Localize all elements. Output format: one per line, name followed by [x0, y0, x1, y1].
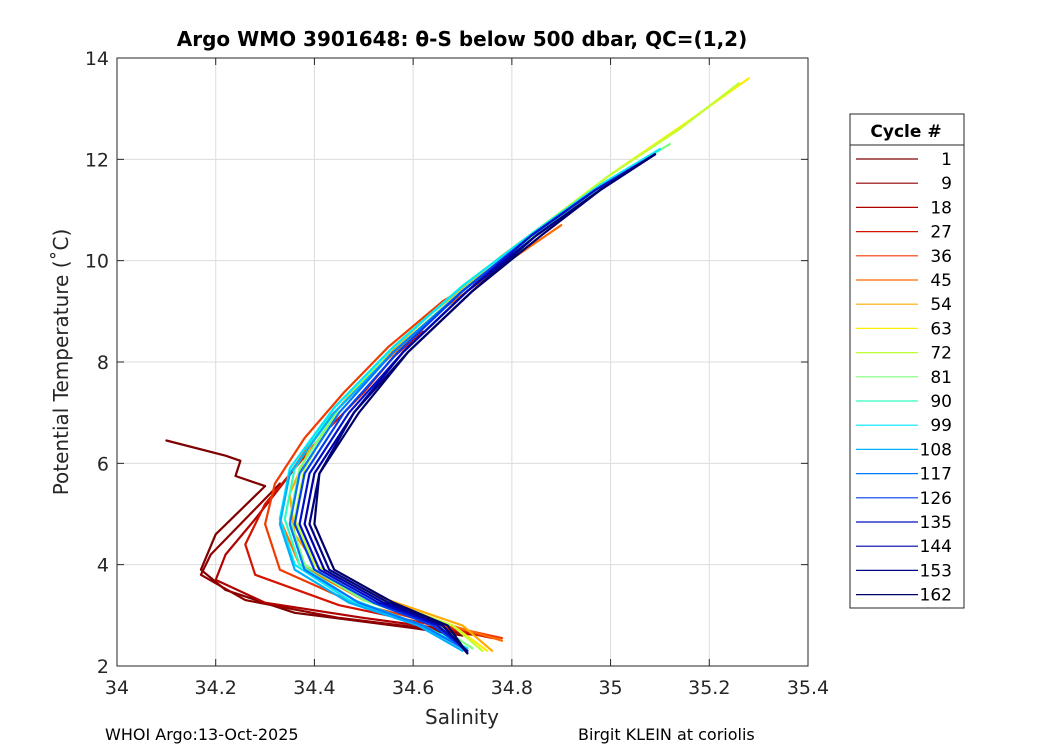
axis-ticks [116, 57, 809, 667]
legend-label: 117 [920, 465, 952, 485]
plot-area: 34 34.2 34.4 34.6 34.8 35 35.2 35.4 2 4 6 8 10 12 14 [85, 48, 829, 699]
footer-left: WHOI Argo:13-Oct-2025 [105, 725, 299, 744]
legend-label: 54 [930, 295, 952, 315]
x-tick-label: 35.2 [688, 677, 730, 699]
legend-label: 108 [920, 440, 952, 460]
series-line-cycle-135 [298, 153, 657, 652]
x-axis-label: Salinity [425, 705, 499, 729]
series-group [165, 77, 750, 655]
x-tick-label: 34.2 [195, 677, 237, 699]
y-tick-label: 10 [85, 251, 109, 273]
y-tick-label: 12 [85, 149, 109, 171]
legend-label: 153 [920, 561, 952, 581]
legend-label: 63 [930, 319, 952, 339]
y-tick-label: 14 [85, 48, 109, 70]
series-line-cycle-162 [313, 153, 657, 655]
footer-right: Birgit KLEIN at coriolis [578, 725, 755, 744]
legend-label: 90 [930, 392, 952, 412]
series-line-cycle-153 [308, 153, 657, 655]
legend-label: 9 [941, 174, 952, 194]
legend-label: 27 [930, 223, 952, 243]
y-tick-labels: 2 4 6 8 10 12 14 [85, 48, 109, 678]
legend-label: 162 [920, 586, 952, 606]
x-tick-labels: 34 34.2 34.4 34.6 34.8 35 35.2 35.4 [105, 677, 829, 699]
x-tick-label: 34.6 [392, 677, 434, 699]
legend-label: 18 [930, 198, 952, 218]
legend-box [849, 113, 965, 609]
x-tick-label: 35 [598, 677, 622, 699]
legend-label: 144 [920, 537, 952, 557]
legend-label: 72 [930, 344, 952, 364]
y-axis-label: Potential Temperature (˚C) [49, 229, 73, 496]
legend-items: 1 9 18 27 36 45 54 63 72 81 90 99 108 117 126 135 144 153… [856, 150, 952, 606]
legend-label: 135 [920, 513, 952, 533]
y-tick-label: 8 [97, 352, 109, 374]
legend-title: Cycle # [870, 122, 941, 142]
x-tick-label: 34 [105, 677, 129, 699]
legend-label: 99 [930, 416, 952, 436]
y-tick-label: 4 [97, 555, 109, 577]
chart-title: Argo WMO 3901648: θ-S below 500 dbar, QC… [177, 27, 747, 51]
x-tick-label: 35.4 [787, 677, 829, 699]
legend-label: 36 [930, 247, 952, 267]
series-line-cycle-9 [199, 482, 474, 636]
y-tick-label: 6 [97, 453, 109, 475]
y-tick-label: 2 [97, 656, 109, 678]
legend: Cycle # 19182736455463728190991081171261… [849, 113, 965, 609]
legend-label: 126 [920, 489, 952, 509]
legend-label: 45 [930, 271, 952, 291]
x-tick-label: 34.8 [491, 677, 533, 699]
legend-label: 1 [941, 150, 952, 170]
x-tick-label: 34.4 [293, 677, 335, 699]
legend-label: 81 [930, 368, 952, 388]
